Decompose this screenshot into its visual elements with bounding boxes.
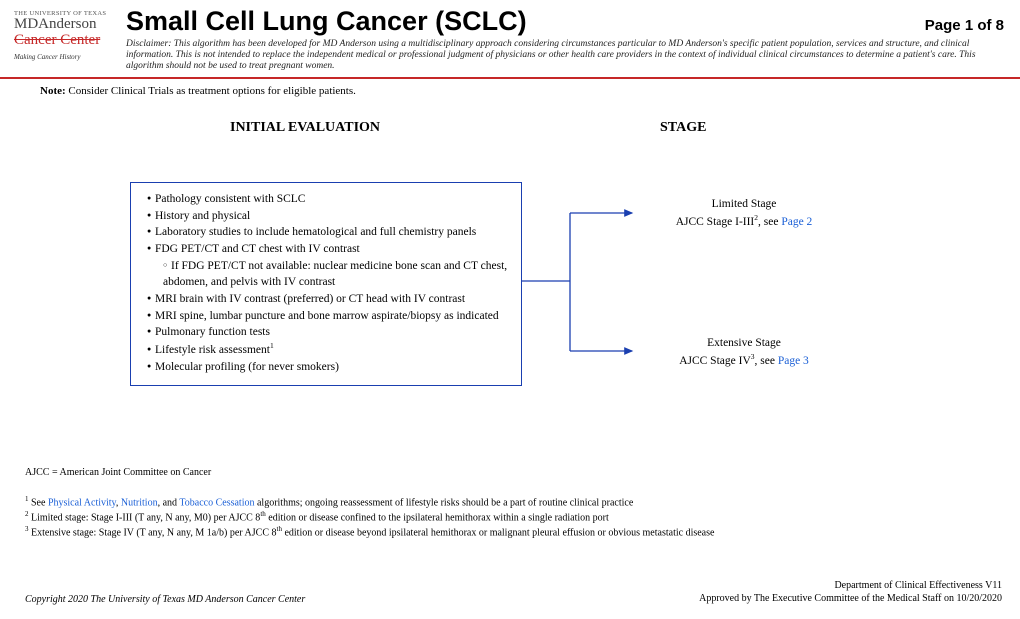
link-physical-activity[interactable]: Physical Activity [48, 497, 116, 508]
stage-limited-see: , see [758, 215, 781, 227]
eval-sub-item: If FDG PET/CT not available: nuclear med… [147, 258, 509, 291]
eval-item: Molecular profiling (for never smokers) [147, 359, 509, 376]
page-header: THE UNIVERSITY OF TEXAS MDAnderson Cance… [0, 0, 1020, 79]
stage-extensive-see: , see [755, 354, 778, 366]
stage-limited-ajcc: AJCC Stage I-III [676, 215, 755, 227]
logo: THE UNIVERSITY OF TEXAS MDAnderson Cance… [14, 6, 114, 61]
stage-extensive-title: Extensive Stage [634, 336, 854, 352]
logo-tagline: Making Cancer History [14, 53, 114, 61]
note-label: Note: [40, 85, 66, 97]
stage-extensive: Extensive Stage AJCC Stage IV3, see Page… [634, 336, 854, 369]
heading-initial-evaluation: INITIAL EVALUATION [230, 120, 380, 136]
fn1-text: See [29, 497, 48, 508]
logo-cancer-center: Cancer Center [14, 33, 114, 49]
eval-item: MRI spine, lumbar puncture and bone marr… [147, 308, 509, 325]
disclaimer: Disclaimer: This algorithm has been deve… [126, 39, 1006, 73]
link-page-2[interactable]: Page 2 [781, 215, 812, 227]
eval-item: Pathology consistent with SCLC [147, 191, 509, 208]
eval-item: Pulmonary function tests [147, 324, 509, 341]
link-page-3[interactable]: Page 3 [778, 354, 809, 366]
eval-item: FDG PET/CT and CT chest with IV contrast [147, 241, 509, 258]
eval-item: Laboratory studies to include hematologi… [147, 224, 509, 241]
heading-stage: STAGE [660, 120, 706, 136]
footnotes: 1 See Physical Activity, Nutrition, and … [25, 495, 985, 539]
link-tobacco-cessation[interactable]: Tobacco Cessation [179, 497, 254, 508]
header-text: Small Cell Lung Cancer (SCLC) Page 1 of … [126, 6, 1006, 73]
note-text: Consider Clinical Trials as treatment op… [68, 85, 356, 97]
disclaimer-label: Disclaimer: [126, 39, 171, 49]
stage-limited-title: Limited Stage [634, 197, 854, 213]
stage-limited-detail: AJCC Stage I-III2, see Page 2 [634, 213, 854, 230]
stage-limited: Limited Stage AJCC Stage I-III2, see Pag… [634, 197, 854, 230]
footer-dept: Department of Clinical Effectiveness V11 [699, 579, 1002, 592]
footer-right: Department of Clinical Effectiveness V11… [699, 579, 1002, 605]
footer-approved: Approved by The Executive Committee of t… [699, 592, 1002, 605]
page-title: Small Cell Lung Cancer (SCLC) [126, 6, 527, 37]
footnote-ref-1: 1 [270, 341, 274, 350]
disclaimer-text: This algorithm has been developed for MD… [126, 39, 976, 71]
eval-item: Lifestyle risk assessment1 [147, 341, 509, 359]
eval-item: MRI brain with IV contrast (preferred) o… [147, 291, 509, 308]
page-number: Page 1 of 8 [925, 17, 1006, 34]
eval-item-text: Lifestyle risk assessment [155, 344, 270, 356]
footnote-1: 1 See Physical Activity, Nutrition, and … [25, 495, 985, 510]
initial-evaluation-box: Pathology consistent with SCLC History a… [130, 182, 522, 386]
footer-copyright: Copyright 2020 The University of Texas M… [25, 594, 305, 605]
footnote-2: 2 Limited stage: Stage I-III (T any, N a… [25, 510, 985, 525]
note: Note: Consider Clinical Trials as treatm… [0, 79, 1020, 97]
stage-extensive-ajcc: AJCC Stage IV [679, 354, 751, 366]
logo-mdanderson: MDAnderson [14, 17, 114, 33]
eval-item: History and physical [147, 208, 509, 225]
stage-extensive-detail: AJCC Stage IV3, see Page 3 [634, 352, 854, 369]
link-nutrition[interactable]: Nutrition [121, 497, 158, 508]
abbreviation: AJCC = American Joint Committee on Cance… [25, 467, 211, 478]
footnote-3: 3 Extensive stage: Stage IV (T any, N an… [25, 525, 985, 540]
